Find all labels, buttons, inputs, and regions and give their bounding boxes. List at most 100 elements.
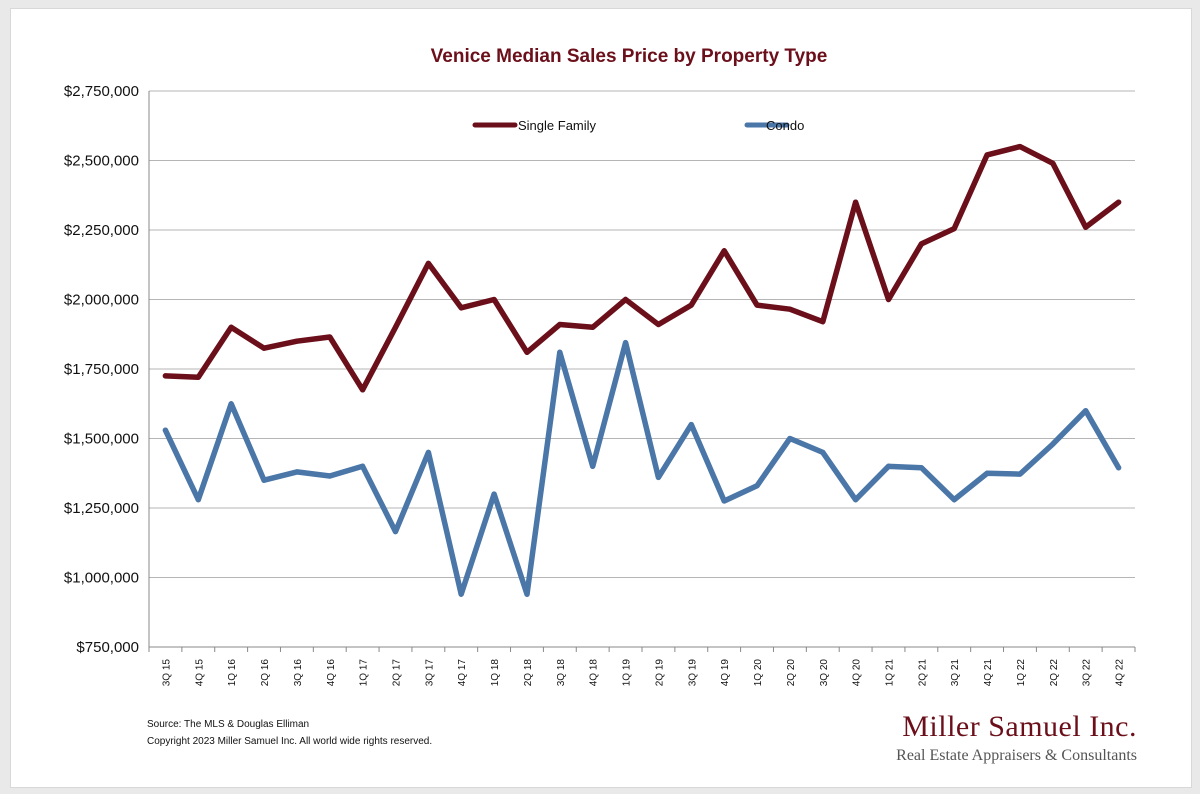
series-line-condo: [162, 339, 1122, 597]
x-tick-label: 1Q 19: [622, 659, 633, 687]
x-tick-label: 2Q 19: [654, 659, 665, 687]
series-lines: [162, 143, 1122, 597]
data-point: [360, 463, 366, 469]
data-point: [327, 334, 333, 340]
y-tick-label: $1,000,000: [64, 570, 139, 587]
data-point: [491, 297, 497, 302]
x-tick-label: 3Q 15: [161, 659, 172, 687]
data-point: [1050, 441, 1056, 447]
data-point: [261, 345, 267, 351]
x-tick-label: 2Q 18: [523, 659, 534, 687]
x-tick-label: 4Q 19: [720, 659, 731, 687]
data-point: [918, 241, 924, 247]
data-point: [688, 422, 694, 428]
x-tick-label: 3Q 16: [293, 659, 304, 687]
x-tick-label: 2Q 22: [1049, 659, 1060, 687]
y-tick-label: $2,750,000: [64, 83, 139, 100]
data-point: [327, 473, 333, 479]
data-point: [1083, 408, 1089, 414]
data-point: [228, 324, 234, 330]
x-tick-label: 2Q 20: [786, 659, 797, 687]
legend-label-single-family: Single Family: [518, 118, 597, 133]
data-point: [458, 305, 464, 311]
data-point: [623, 297, 629, 302]
legend: Single Family Condo: [472, 118, 804, 133]
data-point: [524, 591, 530, 597]
grid-lines: [149, 90, 1135, 648]
x-tick-label: 2Q 17: [392, 659, 403, 687]
data-point: [1083, 224, 1089, 230]
x-tick-label: 1Q 21: [885, 659, 896, 687]
x-tick-label: 1Q 18: [490, 659, 501, 687]
x-tick-label: 3Q 19: [687, 659, 698, 687]
x-tick-label: 1Q 20: [753, 659, 764, 687]
data-point: [721, 498, 727, 504]
data-point: [886, 297, 891, 302]
y-tick-label: $1,500,000: [64, 431, 139, 448]
data-point: [1116, 199, 1122, 205]
data-point: [294, 469, 300, 475]
data-point: [458, 591, 464, 597]
data-point: [984, 470, 990, 476]
source-note: Source: The MLS & Douglas Elliman: [147, 719, 309, 730]
x-tick-label: 4Q 20: [852, 659, 863, 687]
data-point: [590, 463, 596, 469]
data-point: [557, 349, 563, 355]
x-tick-label: 4Q 15: [194, 659, 205, 687]
data-point: [425, 449, 431, 455]
data-point: [721, 248, 727, 254]
data-point: [360, 387, 366, 393]
data-point: [655, 474, 661, 480]
data-point: [688, 302, 694, 308]
copyright-note: Copyright 2023 Miller Samuel Inc. All wo…: [147, 736, 432, 747]
y-tick-label: $2,000,000: [64, 292, 139, 309]
chart-title: Venice Median Sales Price by Property Ty…: [431, 46, 828, 67]
x-tick-label: 3Q 17: [424, 659, 435, 687]
data-point: [951, 226, 957, 232]
brand-logo-name: Miller Samuel Inc.: [902, 710, 1137, 743]
x-tick-label: 3Q 18: [556, 659, 567, 687]
data-point: [195, 374, 201, 380]
series-line-single-family: [162, 143, 1122, 393]
data-point: [918, 465, 924, 471]
y-tick-label: $1,250,000: [64, 500, 139, 517]
data-point: [1017, 471, 1023, 477]
legend-label-condo: Condo: [766, 118, 804, 133]
x-tick-label: 1Q 16: [227, 659, 238, 687]
x-tick-label: 4Q 17: [457, 659, 468, 687]
data-point: [425, 260, 431, 266]
chart-frame: [10, 8, 1192, 788]
data-point: [294, 338, 300, 344]
data-point: [655, 322, 661, 327]
y-tick-label: $750,000: [76, 639, 139, 656]
data-point: [787, 436, 793, 441]
data-point: [557, 322, 563, 327]
data-point: [1050, 160, 1056, 166]
brand-tagline: Real Estate Appraisers & Consultants: [896, 747, 1137, 764]
y-tick-label: $1,750,000: [64, 361, 139, 378]
data-point: [1017, 144, 1023, 150]
x-tick-label: 4Q 21: [983, 659, 994, 687]
x-tick-label: 1Q 17: [359, 659, 370, 687]
x-tick-label: 4Q 16: [326, 659, 337, 687]
data-point: [853, 199, 859, 205]
x-tick-label: 3Q 21: [950, 659, 961, 687]
data-point: [754, 483, 760, 489]
data-point: [886, 463, 891, 469]
x-axis: 3Q 15 4Q 15 1Q 16 2Q 16 3Q 16 4Q 16 1Q 17 2Q 17…: [148, 647, 1136, 687]
data-point: [1116, 465, 1122, 471]
x-tick-label: 4Q 22: [1115, 659, 1126, 687]
data-point: [491, 491, 497, 497]
data-point: [984, 152, 990, 158]
data-point: [228, 401, 234, 407]
data-point: [261, 477, 267, 483]
x-tick-label: 2Q 21: [917, 659, 928, 687]
data-point: [524, 349, 530, 355]
data-point: [820, 319, 826, 325]
data-point: [162, 373, 168, 379]
data-point: [195, 497, 201, 503]
y-axis: $2,750,000 $2,500,000 $2,250,000 $2,000,000…: [64, 83, 150, 656]
data-point: [754, 302, 760, 308]
data-point: [623, 340, 629, 346]
